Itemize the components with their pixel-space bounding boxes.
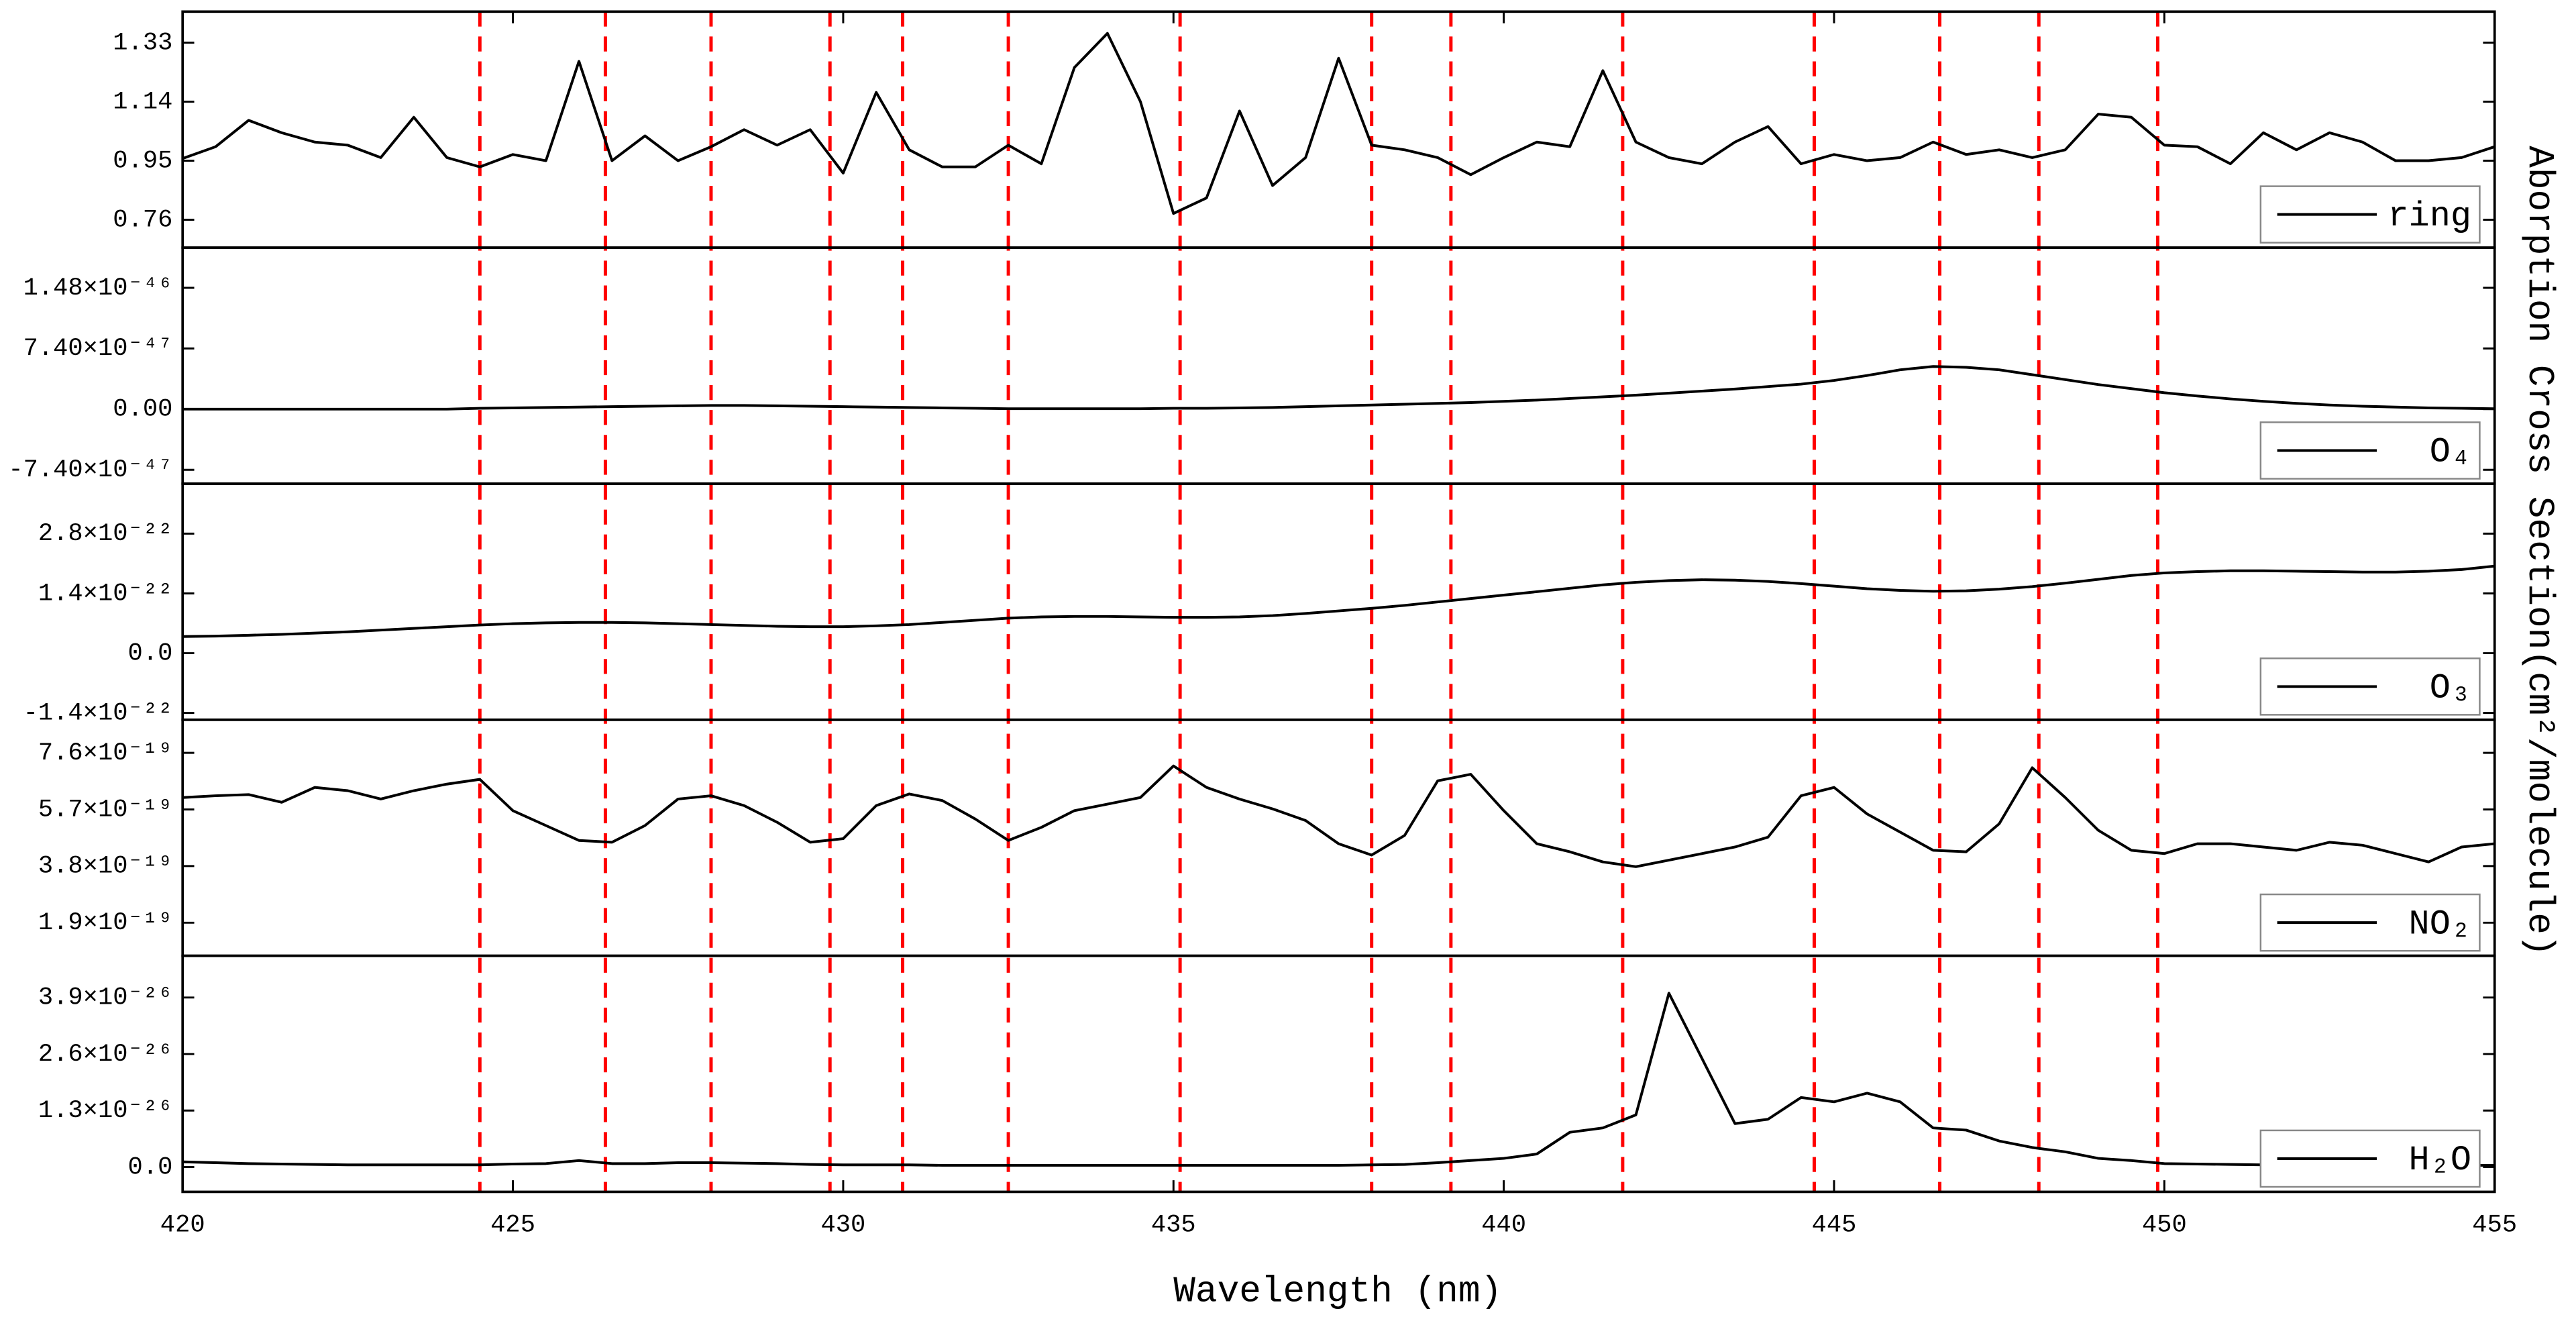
legend-label: ring: [2387, 197, 2471, 236]
y-tick-label: 0.76: [113, 206, 172, 234]
y-tick-label: 5.7×10⁻¹⁹: [38, 796, 173, 824]
panel-frame: [181, 718, 2496, 957]
y-tick-label: 1.48×10⁻⁴⁶: [23, 274, 173, 303]
y-tick-label: 7.40×10⁻⁴⁷: [23, 335, 173, 363]
y-tick-label: 2.6×10⁻²⁶: [38, 1041, 173, 1069]
series-line: [182, 32, 2496, 215]
y-tick-label: 3.8×10⁻¹⁹: [38, 853, 173, 881]
x-tick-label: 450: [2142, 1212, 2187, 1240]
series-line: [182, 764, 2495, 868]
y-tick-label: 1.3×10⁻²⁶: [38, 1097, 173, 1125]
y-tick-label: 1.4×10⁻²²: [38, 580, 173, 608]
x-tick-label: 435: [1151, 1212, 1196, 1240]
y-tick-label: 1.9×10⁻¹⁹: [38, 909, 173, 937]
x-axis-label: Wavelength (nm): [1173, 1271, 1502, 1312]
series-line: [182, 992, 2495, 1167]
y-tick-label: 0.95: [113, 147, 172, 175]
y-tick-label: 0.0: [128, 639, 173, 668]
x-tick-label: 430: [821, 1212, 866, 1240]
legend-label: NO₂: [2409, 904, 2472, 944]
y-tick-label: 1.33: [113, 29, 172, 57]
y-tick-label: 0.0: [128, 1153, 173, 1181]
x-tick-label: 445: [1812, 1212, 1857, 1240]
x-tick-label: 425: [490, 1212, 535, 1240]
series-line: [182, 564, 2495, 638]
x-tick-label: 420: [160, 1212, 205, 1240]
y-tick-label: -1.4×10⁻²²: [23, 699, 173, 727]
y-tick-label: 0.00: [113, 396, 172, 424]
panel-frame: [181, 246, 2496, 485]
panel-frame: [181, 954, 2496, 1194]
y-tick-label: -7.40×10⁻⁴⁷: [8, 456, 172, 484]
y-tick-label: 2.8×10⁻²²: [38, 520, 173, 548]
legend-label: O₃: [2430, 669, 2471, 708]
y-tick-label: 1.14: [113, 88, 172, 116]
series-line: [182, 365, 2495, 411]
x-tick-label: 440: [1481, 1212, 1526, 1240]
panel-frame: [181, 482, 2496, 721]
y-tick-label: 3.9×10⁻²⁶: [38, 984, 173, 1012]
y-tick-label: 7.6×10⁻¹⁹: [38, 739, 173, 768]
legend-label: O₄: [2430, 433, 2471, 472]
y-axis-label: Aborption Cross Section(cm²/molecule): [2518, 146, 2559, 956]
x-tick-label: 455: [2472, 1212, 2517, 1240]
legend-label: H₂O: [2409, 1141, 2472, 1180]
